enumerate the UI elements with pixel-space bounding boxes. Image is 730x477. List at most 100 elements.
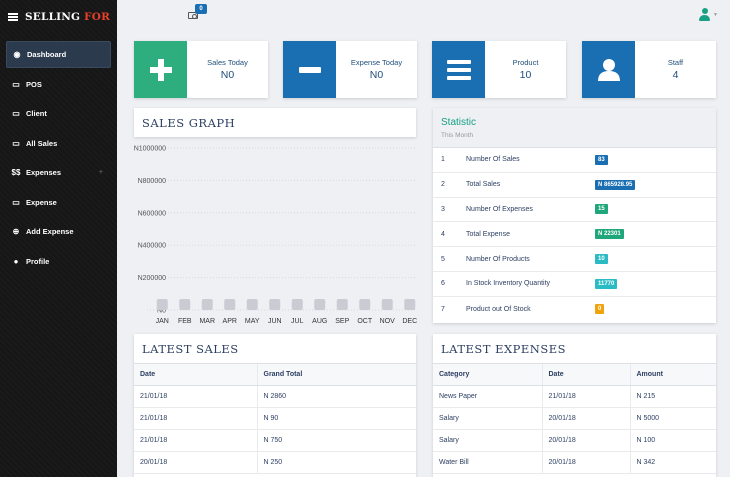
stat-card-body: Sales Today N0: [187, 41, 268, 98]
bar[interactable]: [201, 299, 213, 310]
sidebar-item-label: All Sales: [26, 138, 58, 148]
x-tick-label: AUG: [312, 318, 327, 325]
statistic-row: 6 In Stock Inventory Quantity 11770: [433, 272, 716, 297]
bar[interactable]: [269, 299, 281, 310]
statistic-row-name: Number Of Products: [466, 255, 530, 263]
column-header[interactable]: Category: [433, 363, 542, 386]
statistic-row-name: Number Of Sales: [466, 156, 520, 164]
sidebar-item-all-sales[interactable]: ▭ All Sales: [6, 130, 111, 157]
table-cell: 20/01/18: [134, 451, 257, 474]
cash-icon: ▭: [12, 197, 20, 207]
sidebar-item-expenses[interactable]: $$ Expenses +: [6, 159, 111, 186]
topbar: 0 ▼: [117, 0, 730, 33]
sales-graph-title: SALES GRAPH: [142, 116, 236, 130]
latest-expenses-title: LATEST EXPENSES: [441, 342, 567, 356]
table-cell: Water Bill: [433, 451, 542, 474]
sales-graph: N0 N200000 N400000 N600000 N800000 N1000000 JA…: [117, 140, 422, 330]
latest-expenses-header: LATEST EXPENSES: [433, 334, 716, 363]
plus-circle-icon: ⊕: [12, 227, 20, 236]
user-menu[interactable]: ▼: [699, 8, 718, 21]
column-header[interactable]: Date: [541, 363, 630, 386]
x-tick-label: DEC: [402, 318, 417, 325]
stat-label: Staff: [667, 58, 684, 67]
latest-sales-header: LATEST SALES: [134, 334, 416, 363]
sidebar-item-add-expense[interactable]: ⊕ Add Expense: [6, 218, 111, 245]
sidebar-item-label: Profile: [26, 256, 50, 266]
table-row[interactable]: Salary 20/01/18 N 100: [433, 429, 716, 452]
statistic-title: Statistic: [441, 117, 477, 128]
table-row[interactable]: 21/01/18 N 90: [134, 407, 416, 430]
stat-card-expense-today[interactable]: Expense Today N0: [283, 41, 417, 98]
bar[interactable]: [224, 299, 236, 310]
sidebar-item-profile[interactable]: ● Profile: [6, 248, 111, 275]
stat-card-sales-today[interactable]: Sales Today N0: [134, 41, 268, 98]
column-header[interactable]: Grand Total: [256, 363, 416, 386]
table-cell: News Paper: [433, 385, 542, 408]
bar[interactable]: [156, 299, 168, 310]
table-cell: 20/01/18: [541, 451, 630, 474]
brand-logo[interactable]: SELLING FOR: [25, 10, 111, 23]
table-row[interactable]: 21/01/18 N 2860: [134, 385, 416, 408]
caret-down-icon[interactable]: ▼: [713, 11, 718, 18]
statistic-subtitle: This Month: [441, 132, 474, 139]
minus-icon: [283, 41, 336, 98]
table-row[interactable]: 21/01/18 N 750: [134, 429, 416, 452]
statistic-panel: Statistic This Month 1 Number Of Sales 83 2…: [433, 108, 716, 323]
stat-card-product[interactable]: Product 10: [432, 41, 566, 98]
sidebar-item-label: Expenses: [26, 168, 62, 177]
statistic-row-name: Product out Of Stock: [466, 305, 531, 313]
table-cell: N 100: [629, 429, 716, 452]
sidebar-item-expense[interactable]: ▭ Expense: [6, 189, 111, 216]
bar[interactable]: [381, 299, 393, 310]
cash-icon: ▭: [12, 109, 20, 118]
hamburger-menu-icon[interactable]: [8, 12, 18, 21]
table-row[interactable]: News Paper 21/01/18 N 215: [433, 385, 716, 408]
sidebar-item-client[interactable]: ▭ Client: [6, 100, 111, 127]
bar[interactable]: [314, 299, 326, 310]
y-tick-label: N1000000: [134, 146, 166, 153]
column-header[interactable]: Amount: [629, 363, 716, 386]
table-row[interactable]: Salary 20/01/18 N 5000: [433, 407, 716, 430]
notification-badge[interactable]: 0: [195, 4, 207, 14]
dashboard-icon: ◉: [13, 50, 21, 59]
statistic-value-badge: 11770: [595, 278, 618, 289]
cash-icon: ▭: [12, 138, 20, 148]
table-cell: 20/01/18: [541, 407, 630, 430]
sidebar-item-label: POS: [26, 79, 42, 89]
table-cell: 21/01/18: [134, 429, 257, 452]
sidebar-item-pos[interactable]: ▭ POS: [6, 71, 111, 98]
sidebar-item-label: Dashboard: [27, 50, 67, 59]
cash-icon[interactable]: [188, 12, 198, 19]
table-cell: 21/01/18: [134, 407, 257, 430]
bar[interactable]: [179, 299, 191, 310]
statistic-row-number: 5: [441, 255, 445, 263]
table-cell: N 2860: [256, 385, 416, 408]
sidebar-item-dashboard[interactable]: ◉ Dashboard: [6, 41, 111, 68]
bar[interactable]: [359, 299, 371, 310]
table-row[interactable]: Water Bill 20/01/18 N 342: [433, 451, 716, 474]
bar[interactable]: [336, 299, 348, 310]
stat-value: 10: [519, 69, 532, 81]
statistic-row: 1 Number Of Sales 83: [433, 148, 716, 173]
bar[interactable]: [291, 299, 303, 310]
table-row[interactable]: 20/01/18 N 250: [134, 451, 416, 474]
expand-icon[interactable]: +: [98, 169, 103, 176]
stat-card-staff[interactable]: Staff 4: [582, 41, 716, 98]
bar[interactable]: [246, 299, 258, 310]
statistic-row-name: Number Of Expenses: [466, 205, 533, 213]
table-cell: N 750: [256, 429, 416, 452]
bar[interactable]: [404, 299, 416, 310]
y-tick-label: N400000: [138, 243, 167, 250]
stat-value: N0: [220, 69, 235, 81]
user-avatar-icon[interactable]: [699, 8, 711, 21]
sidebar: SELLING FOR ◉ Dashboard ▭ POS ▭ Client ▭ All Sa…: [0, 0, 117, 477]
sidebar-item-label: Expense: [26, 197, 57, 207]
statistic-row-name: In Stock Inventory Quantity: [466, 280, 551, 288]
plus-icon: [134, 41, 187, 98]
table-cell: N 5000: [629, 407, 716, 430]
statistic-row-number: 4: [441, 230, 445, 238]
column-header[interactable]: Date: [134, 363, 257, 386]
statistic-row-number: 1: [441, 156, 445, 164]
latest-sales-panel: LATEST SALES Date Grand Total 21/01/18 N 2…: [134, 334, 416, 477]
x-tick-label: JAN: [156, 318, 169, 325]
